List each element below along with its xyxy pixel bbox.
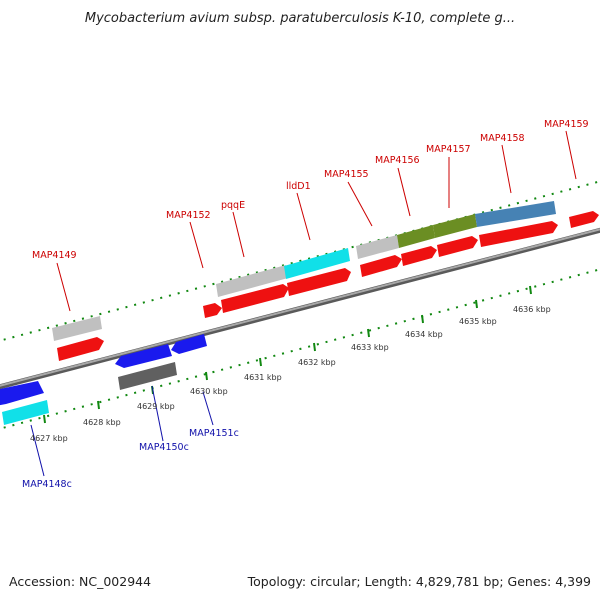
reverse-leader-lines (30, 385, 214, 477)
gene-label-map4157[interactable]: MAP4157 (426, 144, 471, 155)
feature-gray-pqqe[interactable] (216, 265, 288, 297)
kbp-label-4627: 4627 kbp (30, 434, 68, 443)
cds-map4158[interactable] (479, 221, 558, 247)
reverse-gene-labels: MAP4148c MAP4150c MAP4151c (22, 428, 239, 490)
cds-lldd1[interactable] (287, 268, 351, 296)
cds-map4157[interactable] (437, 236, 478, 257)
gene-label-map4152[interactable]: MAP4152 (166, 210, 211, 221)
kbp-label-4636: 4636 kbp (513, 305, 551, 314)
kbp-label-4631: 4631 kbp (244, 373, 282, 382)
feature-gray-4155[interactable] (356, 235, 399, 259)
reverse-cds-arrows (0, 334, 207, 406)
cds-map4152[interactable] (203, 303, 222, 318)
map-title: Mycobacterium avium subsp. paratuberculo… (85, 11, 515, 26)
feature-gray-4149[interactable] (52, 316, 102, 341)
cds-map4155[interactable] (360, 255, 402, 277)
genome-backbone (0, 227, 600, 390)
cds-map4156[interactable] (401, 246, 437, 266)
forward-leader-lines (56, 130, 577, 312)
cds-map4149[interactable] (57, 337, 104, 361)
gene-label-map4151c[interactable]: MAP4151c (189, 428, 239, 439)
cds-map4159[interactable] (569, 211, 599, 228)
cds-pqqe[interactable] (221, 284, 289, 313)
cds-map4148c[interactable] (0, 381, 44, 406)
accession-text: Accession: NC_002944 (9, 574, 151, 589)
forward-features (52, 201, 556, 341)
reverse-features (2, 362, 177, 425)
feature-cyan-lldd1[interactable] (284, 248, 350, 279)
gene-label-map4155[interactable]: MAP4155 (324, 169, 369, 180)
forward-tick-track (0, 180, 600, 342)
gene-label-map4156[interactable]: MAP4156 (375, 155, 420, 166)
cds-map4150c[interactable] (115, 344, 172, 368)
feature-steelblue-4158[interactable] (475, 201, 556, 227)
forward-cds-arrows (57, 211, 599, 361)
kbp-label-4633: 4633 kbp (351, 343, 389, 352)
feature-olive-4157[interactable] (433, 214, 477, 238)
gene-label-map4149[interactable]: MAP4149 (32, 250, 77, 261)
kbp-label-4635: 4635 kbp (459, 317, 497, 326)
kbp-label-4632: 4632 kbp (298, 358, 336, 367)
gene-label-lldd1[interactable]: lldD1 (286, 181, 311, 192)
topology-text: Topology: circular; Length: 4,829,781 bp… (247, 574, 591, 589)
feature-olive-4156[interactable] (397, 225, 435, 248)
feature-cyan-4148c[interactable] (2, 400, 49, 425)
gene-label-map4158[interactable]: MAP4158 (480, 133, 525, 144)
kbp-label-4630: 4630 kbp (190, 387, 228, 396)
kbp-label-4629: 4629 kbp (137, 402, 175, 411)
kbp-label-4628: 4628 kbp (83, 418, 121, 427)
gene-label-pqqe[interactable]: pqqE (221, 200, 245, 211)
gene-label-map4159[interactable]: MAP4159 (544, 119, 589, 130)
kbp-label-4634: 4634 kbp (405, 330, 443, 339)
gene-label-map4150c[interactable]: MAP4150c (139, 442, 189, 453)
gene-label-map4148c[interactable]: MAP4148c (22, 479, 72, 490)
reverse-tick-track (0, 268, 600, 430)
cds-map4151c[interactable] (171, 334, 207, 354)
feature-darkgray-4150c[interactable] (118, 362, 177, 390)
axis-kbp-labels: 4627 kbp 4628 kbp 4629 kbp 4630 kbp 4631… (30, 305, 551, 443)
forward-gene-labels: MAP4149 MAP4152 pqqE lldD1 MAP4155 MAP41… (32, 119, 589, 261)
major-ticks (43, 285, 532, 424)
